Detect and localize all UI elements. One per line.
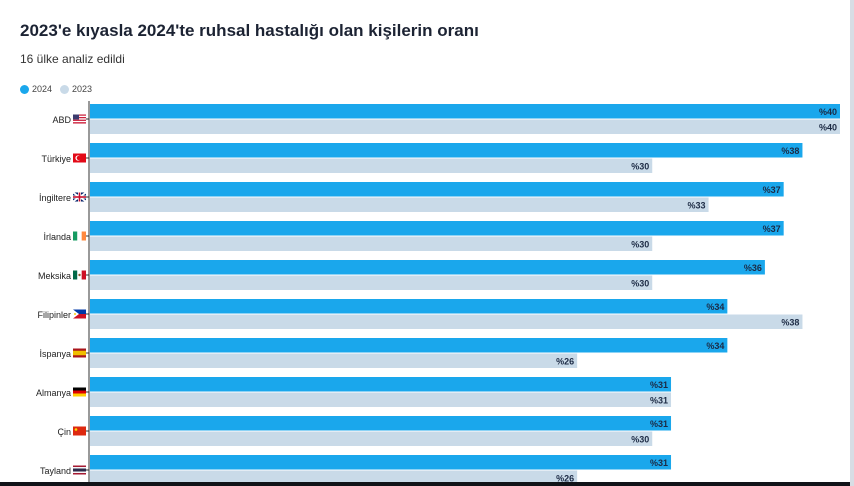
ie-flag-icon bbox=[73, 231, 86, 241]
data-label: %37 bbox=[763, 185, 781, 195]
bar-2023[interactable] bbox=[90, 236, 653, 252]
data-label: %30 bbox=[631, 162, 649, 172]
es-flag-icon bbox=[73, 348, 86, 358]
th-flag-icon bbox=[73, 465, 86, 475]
bar-2023[interactable] bbox=[90, 470, 578, 486]
category-label: İrlanda bbox=[43, 232, 71, 242]
us-flag-icon bbox=[73, 114, 86, 124]
category-label: Tayland bbox=[40, 466, 71, 476]
data-label: %33 bbox=[688, 201, 706, 211]
bar-2023[interactable] bbox=[90, 119, 840, 135]
data-label: %31 bbox=[650, 419, 668, 429]
category-label: Meksika bbox=[38, 271, 71, 281]
data-label: %26 bbox=[556, 474, 574, 484]
legend-dot-icon bbox=[20, 84, 29, 94]
bar-2024[interactable] bbox=[90, 143, 803, 158]
data-label: %34 bbox=[706, 302, 724, 312]
bar-2024[interactable] bbox=[90, 338, 728, 353]
data-label: %31 bbox=[650, 396, 668, 406]
bar-2023[interactable] bbox=[90, 158, 653, 174]
bar-2024[interactable] bbox=[90, 299, 728, 314]
category-label: İngiltere bbox=[39, 193, 71, 203]
category-label: Filipinler bbox=[37, 310, 71, 320]
de-flag-icon bbox=[73, 387, 86, 397]
chart-subtitle: 16 ülke analiz edildi bbox=[20, 52, 125, 66]
data-label: %31 bbox=[650, 380, 668, 390]
bar-2024[interactable] bbox=[90, 455, 672, 470]
bar-2024[interactable] bbox=[90, 182, 784, 197]
category-label: Türkiye bbox=[41, 154, 71, 164]
data-label: %30 bbox=[631, 279, 649, 289]
bar-2023[interactable] bbox=[90, 314, 803, 330]
mx-flag-icon bbox=[73, 270, 86, 280]
bar-2024[interactable] bbox=[90, 377, 672, 392]
data-label: %40 bbox=[819, 107, 837, 117]
data-label: %34 bbox=[706, 341, 724, 351]
legend-item-2023[interactable]: 2023 bbox=[60, 84, 92, 94]
chart-title: 2023'e kıyasla 2024'te ruhsal hastalığı … bbox=[20, 21, 479, 40]
bar-2024[interactable] bbox=[90, 416, 672, 431]
category-label: Almanya bbox=[36, 388, 71, 398]
category-label: Çin bbox=[57, 427, 71, 437]
category-label: İspanya bbox=[39, 349, 71, 359]
cn-flag-icon bbox=[73, 426, 86, 436]
ph-flag-icon bbox=[73, 309, 86, 319]
data-label: %36 bbox=[744, 263, 762, 273]
legend-item-2024[interactable]: 2024 bbox=[20, 84, 52, 94]
taskbar-strip bbox=[0, 482, 850, 486]
bar-2024[interactable] bbox=[90, 221, 784, 236]
bar-2024[interactable] bbox=[90, 104, 840, 119]
legend-label-2023: 2023 bbox=[72, 84, 93, 94]
bar-2023[interactable] bbox=[90, 431, 653, 447]
data-label: %31 bbox=[650, 458, 668, 468]
legend-dot-icon bbox=[60, 84, 70, 94]
bar-2023[interactable] bbox=[90, 392, 672, 408]
data-label: %30 bbox=[631, 240, 649, 250]
data-label: %37 bbox=[763, 224, 781, 234]
legend-label-2024: 2024 bbox=[32, 84, 53, 94]
tr-flag-icon bbox=[73, 153, 86, 163]
category-label: ABD bbox=[52, 115, 71, 125]
data-label: %40 bbox=[819, 123, 837, 133]
gb-flag-icon bbox=[72, 191, 87, 203]
data-label: %26 bbox=[556, 357, 574, 367]
bar-2023[interactable] bbox=[90, 275, 653, 291]
bar-2023[interactable] bbox=[90, 353, 578, 369]
legend: 2024 2023 bbox=[20, 82, 100, 96]
bar-2023[interactable] bbox=[90, 197, 709, 213]
screen-edge bbox=[850, 0, 854, 486]
data-label: %38 bbox=[781, 318, 799, 328]
data-label: %38 bbox=[781, 146, 799, 156]
data-label: %30 bbox=[631, 435, 649, 445]
bar-2024[interactable] bbox=[90, 260, 765, 275]
